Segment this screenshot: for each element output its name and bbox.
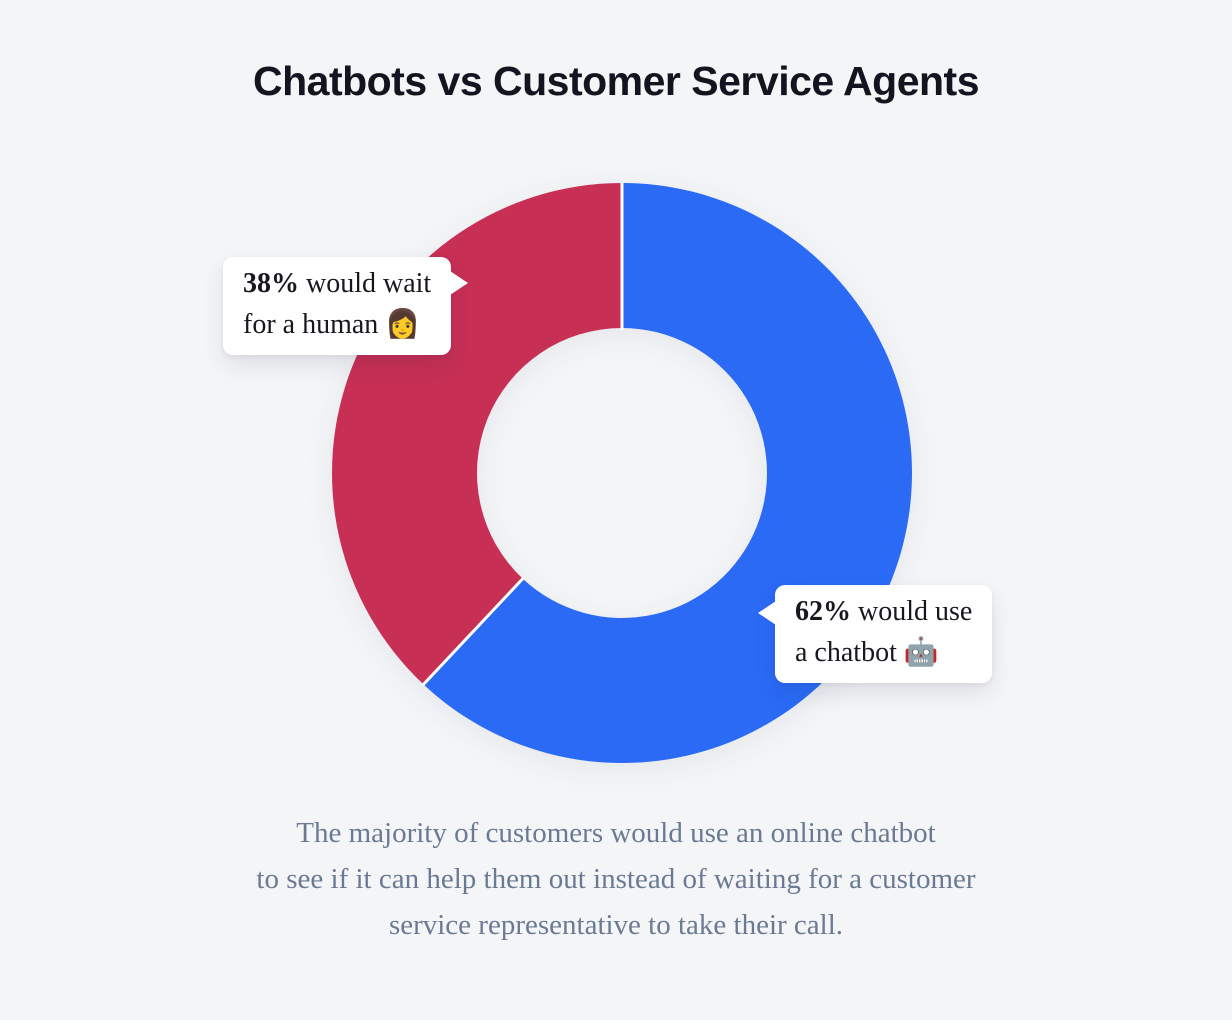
callout-wait-for-human: 38% would wait for a human 👩 bbox=[223, 257, 469, 355]
callout-pointer-left-icon bbox=[758, 601, 776, 625]
caption-line-2: to see if it can help them out instead o… bbox=[256, 863, 976, 895]
callout-text: would use bbox=[851, 596, 973, 627]
robot-emoji: 🤖 bbox=[903, 635, 939, 668]
callout-line-1: 38% would wait bbox=[243, 264, 431, 304]
callout-use-chatbot: 62% would use a chatbot 🤖 bbox=[758, 585, 993, 683]
chart-caption: The majority of customers would use an o… bbox=[0, 810, 1232, 948]
chart-title: Chatbots vs Customer Service Agents bbox=[252, 58, 980, 104]
callout-line-1: 62% would use bbox=[795, 592, 972, 632]
callout-line-2: for a human 👩 bbox=[243, 304, 431, 345]
woman-emoji: 👩 bbox=[385, 307, 421, 340]
callout-pointer-right-icon bbox=[450, 271, 469, 295]
percent-value: 62% bbox=[795, 596, 851, 627]
caption-line-1: The majority of customers would use an o… bbox=[296, 817, 936, 849]
percent-value: 38% bbox=[243, 268, 299, 299]
callout-text: a chatbot bbox=[795, 637, 904, 668]
slice-separator bbox=[421, 576, 526, 687]
callout-text: would wait bbox=[299, 268, 432, 299]
caption-line-3: service representative to take their cal… bbox=[388, 909, 844, 941]
callout-text: for a human bbox=[243, 309, 386, 340]
callout-line-2: a chatbot 🤖 bbox=[795, 632, 972, 673]
